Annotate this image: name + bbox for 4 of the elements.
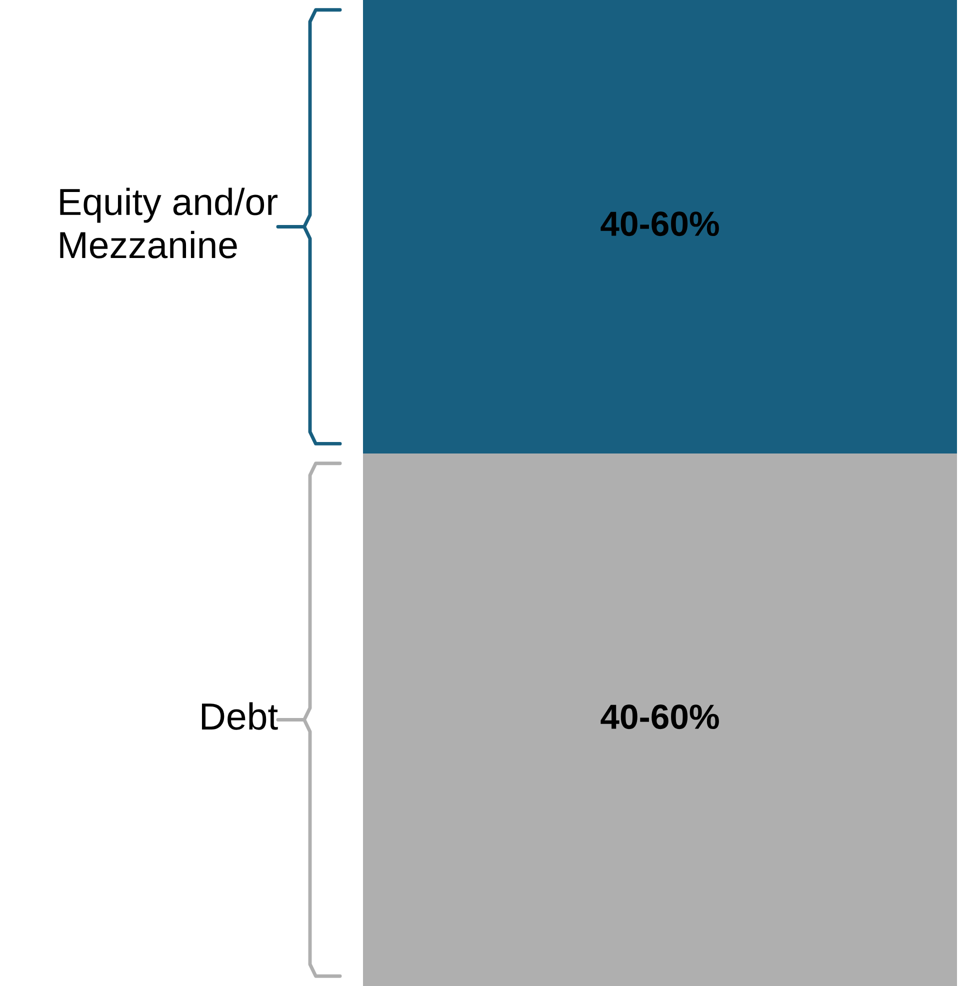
text: Debt <box>202 702 278 730</box>
annotation: 40-60% <box>600 212 719 236</box>
annotation: 40-60% <box>600 704 719 730</box>
text: Equity and/or Mezzanine <box>60 188 278 258</box>
